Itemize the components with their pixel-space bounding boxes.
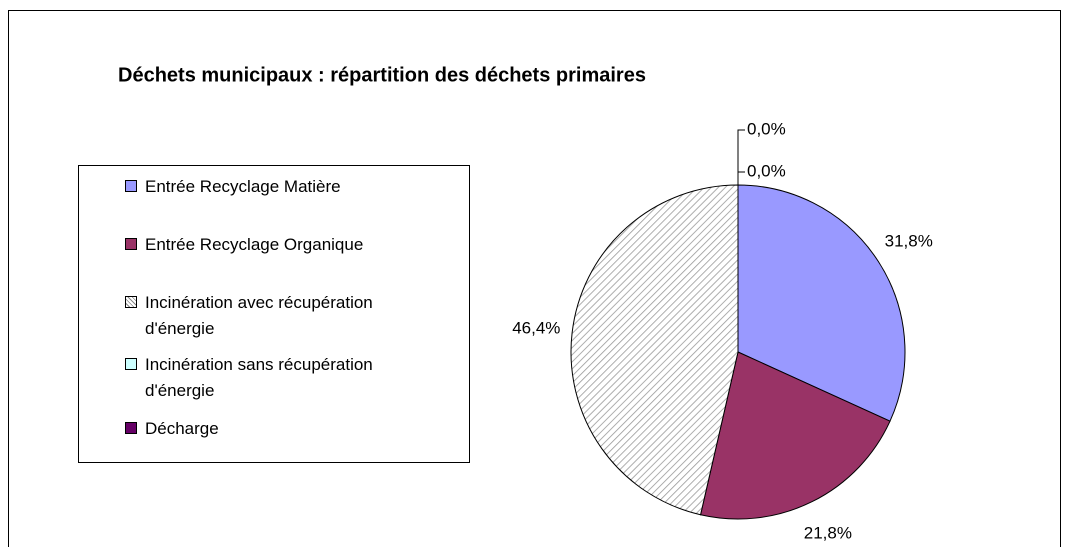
data-label: 21,8% (804, 524, 852, 543)
legend-swatch (125, 296, 137, 308)
legend-item: Entrée Recyclage Organique (125, 232, 435, 258)
legend-swatch (125, 358, 137, 370)
legend-swatch (125, 238, 137, 250)
leader-line (737, 171, 745, 185)
legend-label: Décharge (145, 419, 219, 438)
legend-swatch (125, 180, 137, 192)
legend: Entrée Recyclage Matière Entrée Recyclage… (78, 165, 470, 463)
legend-item: Incinération sans récupération d'énergie (125, 352, 435, 404)
data-label: 31,8% (885, 232, 933, 251)
pie-slice (737, 184, 906, 422)
pie-slice (570, 184, 739, 516)
legend-swatch (125, 422, 137, 434)
data-label: 0,0% (747, 119, 786, 138)
leader-line (737, 129, 745, 185)
legend-item: Incinération avec récupération d'énergie (125, 290, 435, 342)
legend-label: Incinération avec récupération d'énergie (145, 293, 373, 338)
legend-label: Incinération sans récupération d'énergie (145, 355, 373, 400)
chart-frame (8, 10, 1061, 547)
legend-label: Entrée Recyclage Organique (145, 235, 364, 254)
legend-label: Entrée Recyclage Matière (145, 177, 341, 196)
pie-slice (699, 351, 891, 520)
data-label: 0,0% (747, 161, 786, 180)
chart-title: Déchets municipaux : répartition des déc… (118, 64, 646, 86)
legend-item: Décharge (125, 416, 435, 442)
data-label: 46,4% (512, 319, 560, 338)
legend-item: Entrée Recyclage Matière (125, 174, 435, 200)
